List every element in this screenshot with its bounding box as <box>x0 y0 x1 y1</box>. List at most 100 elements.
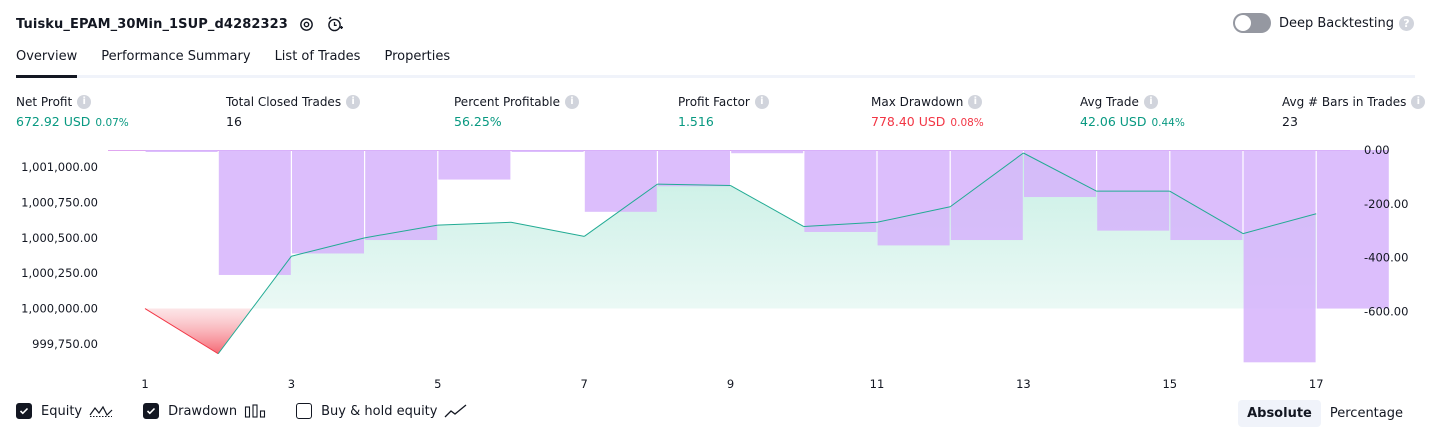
drawdown-bar <box>145 150 218 152</box>
drawdown-bar <box>1316 150 1389 309</box>
stat-label: Avg Trade <box>1080 94 1139 109</box>
percentage-button[interactable]: Percentage <box>1329 406 1403 421</box>
legend-label: Equity <box>41 403 83 419</box>
x-axis-label: 15 <box>1162 377 1177 391</box>
x-axis-label: 17 <box>1309 377 1324 391</box>
deep-backtesting-label: Deep Backtesting <box>1278 15 1394 31</box>
stat-value: 16 <box>226 114 242 129</box>
stat-avg-bars: Avg # Bars in Trades i 23 <box>1282 94 1426 129</box>
equity-line-segment <box>876 206 951 223</box>
stat-value: 42.06 USD <box>1080 114 1147 129</box>
stat-label: Profit Factor <box>678 94 750 109</box>
x-axis-label: 11 <box>870 377 885 391</box>
equity-checkbox[interactable] <box>16 403 32 419</box>
equity-line-segment <box>364 224 438 239</box>
drawdown-bar <box>658 150 730 187</box>
stat-value: 1.516 <box>678 114 714 129</box>
stat-value: 23 <box>1282 114 1298 129</box>
x-axis-label: 1 <box>141 377 148 391</box>
equity-line-segment <box>437 221 512 226</box>
legend-buy-hold[interactable]: Buy & hold equity <box>296 403 468 419</box>
help-icon[interactable]: ? <box>1399 15 1414 31</box>
info-icon[interactable]: i <box>1143 94 1158 109</box>
deep-backtesting-control: Deep Backtesting ? <box>1232 13 1414 33</box>
strategy-title: Tuisku_EPAM_30Min_1SUP_d4282323 <box>16 16 288 32</box>
equity-line-segment <box>1023 152 1097 192</box>
equity-line-segment <box>217 255 292 355</box>
stat-value: 672.92 USD <box>16 114 91 129</box>
stat-label: Max Drawdown <box>871 94 964 109</box>
left-axis-label: 1,000,750.00 <box>21 195 98 209</box>
stat-label: Avg # Bars in Trades <box>1282 94 1407 109</box>
drawdown-bar <box>438 150 511 180</box>
equity-line-segment <box>657 183 731 187</box>
stat-total-closed-trades: Total Closed Trades i 16 <box>226 94 361 129</box>
equity-line-segment <box>949 152 1024 208</box>
right-axis-label: 0.00 <box>1364 143 1390 157</box>
stat-profit-factor: Profit Factor i 1.516 <box>678 94 769 129</box>
legend-label: Drawdown <box>168 403 238 419</box>
drawdown-bar <box>511 150 584 152</box>
drawdown-bar <box>804 150 877 232</box>
drawdown-bar <box>1024 150 1096 198</box>
tab-performance-summary[interactable]: Performance Summary <box>101 49 251 64</box>
tab-list-of-trades[interactable]: List of Trades <box>274 49 361 64</box>
equity-loss-area <box>145 308 253 354</box>
left-axis-label: 999,750.00 <box>32 337 98 351</box>
info-icon[interactable]: i <box>1411 94 1426 109</box>
drawdown-bar <box>365 150 438 241</box>
right-axis-label: -200.00 <box>1364 197 1408 211</box>
equity-line-segment <box>291 237 365 257</box>
info-icon[interactable]: i <box>754 94 769 109</box>
stat-max-drawdown: Max Drawdown i 778.40 USD 0.08% <box>871 94 984 129</box>
legend-label: Buy & hold equity <box>321 403 438 419</box>
absolute-button[interactable]: Absolute <box>1238 400 1321 427</box>
drawdown-bar <box>218 150 291 275</box>
drawdown-bar <box>1170 150 1243 241</box>
equity-line-segment <box>583 183 658 237</box>
equity-drawdown-chart[interactable]: 1,001,000.00 1,000,750.00 1,000,500.00 1,00… <box>0 140 1431 395</box>
drawdown-bar <box>950 150 1023 241</box>
stat-label: Percent Profitable <box>454 94 560 109</box>
x-axis-label: 7 <box>581 377 588 391</box>
x-axis-label: 3 <box>288 377 295 391</box>
buy-hold-checkbox[interactable] <box>296 403 313 419</box>
buy-hold-line-icon <box>444 404 468 418</box>
stat-label: Net Profit <box>16 94 73 109</box>
right-axis-label: -600.00 <box>1364 304 1408 318</box>
drawdown-bar <box>1097 150 1170 231</box>
drawdown-bar <box>1243 150 1316 363</box>
tab-properties[interactable]: Properties <box>384 49 451 64</box>
strategy-header: Tuisku_EPAM_30Min_1SUP_d4282323 <box>16 12 344 36</box>
drawdown-checkbox[interactable] <box>143 403 160 419</box>
legend-equity[interactable]: Equity <box>16 403 113 419</box>
right-axis-label: -400.00 <box>1364 251 1408 265</box>
stat-avg-trade: Avg Trade i 42.06 USD 0.44% <box>1080 94 1185 129</box>
tab-overview[interactable]: Overview <box>16 47 78 78</box>
deep-backtesting-toggle[interactable] <box>1232 13 1271 33</box>
left-axis-label: 1,000,500.00 <box>21 231 98 245</box>
left-axis-label: 1,000,000.00 <box>21 302 98 316</box>
drawdown-bars-icon <box>244 404 266 418</box>
info-icon[interactable]: i <box>564 94 579 109</box>
stat-percent: 0.07% <box>95 117 129 129</box>
stat-percent: 0.44% <box>1151 117 1185 129</box>
report-tabs: Overview Performance Summary List of Tra… <box>16 47 1415 78</box>
add-alert-icon[interactable] <box>326 15 344 33</box>
legend-drawdown[interactable]: Drawdown <box>143 403 266 419</box>
left-axis-label: 1,001,000.00 <box>21 160 98 174</box>
equity-line-icon <box>89 404 113 418</box>
equity-line-segment <box>510 221 585 237</box>
info-icon[interactable]: i <box>968 94 983 109</box>
drawdown-bar <box>584 150 657 212</box>
info-icon[interactable]: i <box>346 94 361 109</box>
drawdown-bar <box>877 150 950 246</box>
left-axis-label: 1,000,250.00 <box>21 266 98 280</box>
drawdown-bar <box>292 150 364 254</box>
info-icon[interactable]: i <box>77 94 92 109</box>
value-mode-switch: Absolute Percentage <box>1238 400 1412 427</box>
chart-legend: Equity Drawdown Buy & hold equity <box>16 403 498 419</box>
settings-icon[interactable] <box>298 15 316 33</box>
stat-value: 56.25% <box>454 114 502 129</box>
equity-line-segment <box>730 185 805 227</box>
